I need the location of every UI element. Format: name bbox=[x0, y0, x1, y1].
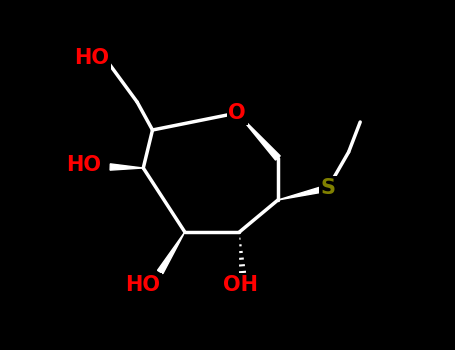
Text: HO: HO bbox=[126, 275, 161, 295]
Polygon shape bbox=[110, 164, 143, 170]
Text: HO: HO bbox=[74, 48, 109, 68]
Polygon shape bbox=[237, 113, 280, 160]
Text: S: S bbox=[320, 178, 335, 198]
Polygon shape bbox=[278, 185, 329, 200]
Polygon shape bbox=[157, 232, 185, 274]
Text: OH: OH bbox=[223, 275, 258, 295]
Text: O: O bbox=[228, 103, 246, 123]
Text: HO: HO bbox=[66, 155, 101, 175]
